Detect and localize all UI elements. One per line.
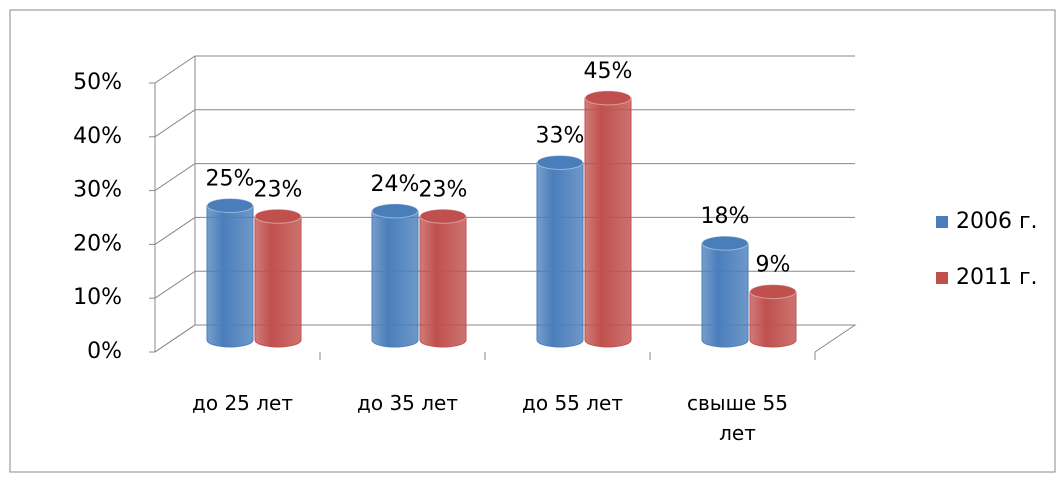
data-label: 24% (371, 172, 420, 197)
y-tick-label: 40% (73, 124, 122, 149)
x-tick-label: свыше 55 лет (687, 391, 788, 445)
bar (419, 208, 467, 348)
data-label: 33% (536, 123, 585, 148)
grid-line (154, 163, 855, 192)
bar (701, 235, 749, 348)
x-tick-label: до 25 лет (192, 391, 293, 415)
y-tick-label: 20% (73, 231, 122, 256)
data-label: 9% (756, 253, 791, 278)
data-label: 45% (584, 59, 633, 84)
bar (584, 90, 632, 348)
grid-line (154, 109, 855, 138)
bar (749, 284, 797, 348)
bar (536, 154, 584, 348)
legend-label: 2006 г. (956, 209, 1038, 234)
data-label: 18% (701, 204, 750, 229)
y-tick-label: 30% (73, 178, 122, 203)
chart-border (9, 9, 1056, 473)
x-tick-label: до 35 лет (357, 391, 458, 415)
data-label: 23% (254, 177, 303, 202)
grid-line (154, 55, 855, 84)
grid-line (154, 324, 855, 353)
y-tick-label: 0% (87, 339, 122, 364)
grid-line (154, 270, 855, 299)
legend-swatch (936, 272, 948, 284)
x-tick-label: до 55 лет (522, 391, 623, 415)
bar (371, 203, 419, 348)
y-tick-label: 10% (73, 285, 122, 310)
data-label: 25% (206, 167, 255, 192)
grid-line (154, 216, 855, 245)
legend-swatch (936, 216, 948, 228)
bar (254, 208, 302, 348)
bar (206, 198, 254, 348)
legend-label: 2011 г. (956, 265, 1038, 290)
y-tick-label: 50% (73, 70, 122, 95)
data-label: 23% (419, 177, 468, 202)
